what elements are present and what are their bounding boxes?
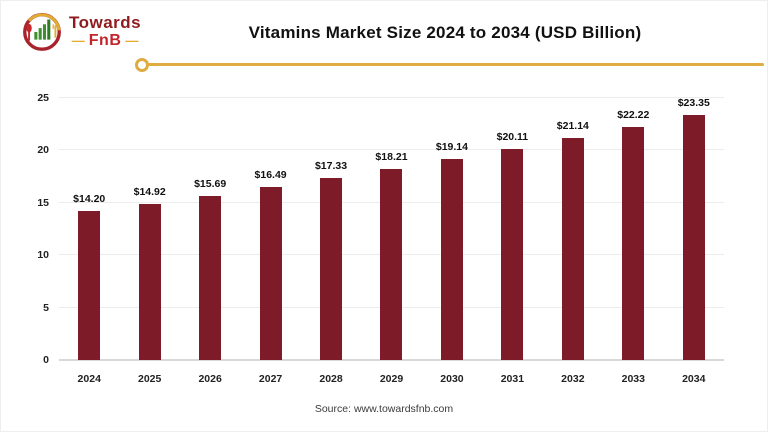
towardsfnb-logo: Towards — FnB — (19, 8, 141, 54)
bar-value-label: $17.33 (314, 160, 348, 173)
y-axis-tick-label: 5 (43, 301, 49, 314)
bar-value-label: $14.20 (73, 193, 106, 206)
y-axis-tick-label: 0 (43, 354, 49, 366)
bar-value-label: $15.69 (194, 177, 227, 190)
logo-wordmark: Towards — FnB — (69, 14, 141, 49)
bar (259, 187, 282, 360)
bar (440, 159, 463, 360)
chart-title: Vitamins Market Size 2024 to 2034 (USD B… (248, 23, 642, 42)
bar (501, 149, 524, 360)
towardsfnb-logo-icon (23, 13, 61, 51)
bar-slot: $18.21 2029 (361, 98, 421, 385)
y-axis-tick-label: 25 (37, 92, 49, 104)
x-axis-label: 2026 (198, 373, 222, 385)
logo-dash-right: — (125, 33, 139, 48)
x-axis-label: 2030 (440, 373, 464, 385)
y-axis-tick-label: 15 (37, 196, 49, 209)
logo-towards-text: Towards (69, 12, 142, 32)
x-axis-label: 2032 (561, 373, 585, 385)
bar (138, 203, 161, 360)
bar-slot: $14.92 2025 (119, 98, 179, 385)
bar-value-label: $19.14 (435, 141, 468, 154)
bar-value-label: $20.11 (496, 131, 529, 144)
bar-value-label: $21.14 (556, 120, 589, 133)
x-axis-label: 2027 (258, 373, 283, 385)
x-axis-label: 2033 (621, 373, 645, 385)
y-axis-tick-label: 10 (37, 249, 49, 262)
bar-value-label: $22.22 (617, 109, 650, 122)
bar (561, 138, 584, 360)
logo-dash-left: — (71, 33, 85, 48)
bar-slot: $15.69 2026 (180, 98, 240, 385)
bar (622, 127, 645, 360)
bar-slot: $14.20 2024 (59, 98, 119, 385)
plot-area: $14.20 2024 $14.92 2025 $15.69 2026 $16.49 2027… (59, 97, 724, 385)
bar-slot: $19.14 2030 (422, 98, 482, 385)
x-axis-label: 2029 (379, 373, 404, 385)
bar-slot: $17.33 2028 (301, 98, 361, 385)
bar-value-label: $16.49 (254, 169, 287, 182)
bar (78, 211, 101, 360)
bar-slot: $22.22 2033 (603, 98, 663, 385)
bar-value-label: $23.35 (677, 97, 710, 110)
divider-ring-icon (135, 58, 149, 72)
bar-slot: $16.49 2027 (240, 98, 300, 385)
x-axis-label: 2031 (500, 373, 525, 385)
y-axis: 0 5 10 15 20 25 (1, 92, 51, 366)
bar-slot: $20.11 2031 (482, 98, 542, 385)
x-axis-line (59, 359, 724, 361)
bar-value-label: $18.21 (375, 151, 408, 164)
divider-line (148, 63, 764, 66)
bar-slot: $23.35 2034 (664, 97, 724, 385)
logo-fnb-text: FnB (88, 31, 122, 49)
bar (682, 115, 705, 360)
bar-slot: $21.14 2032 (543, 98, 603, 385)
bar-value-label: $14.92 (133, 185, 166, 198)
gridline (59, 97, 724, 98)
gridline (59, 149, 724, 151)
bar (199, 195, 222, 360)
source-text: Source: www.towardsfnb.com (314, 403, 454, 415)
x-axis-label: 2028 (319, 373, 343, 385)
bar (320, 178, 343, 360)
y-axis-tick-label: 20 (37, 144, 49, 157)
x-axis-label: 2024 (77, 373, 101, 385)
x-axis-label: 2025 (138, 373, 162, 385)
bar (380, 169, 403, 360)
x-axis-label: 2034 (682, 373, 706, 385)
